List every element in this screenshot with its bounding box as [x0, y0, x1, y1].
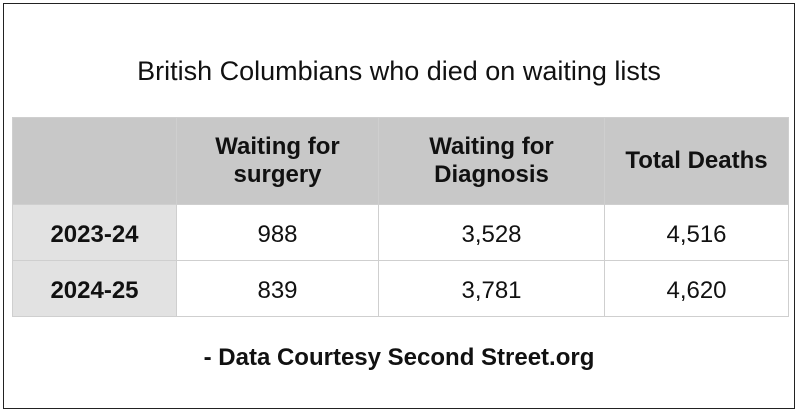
table-cell: 988 — [176, 204, 379, 261]
column-header: Waiting for surgery — [176, 117, 379, 205]
footer: - Data Courtesy Second Street.org — [203, 344, 595, 371]
table: Waiting for surgery Waiting for Diagnosis… — [12, 117, 789, 317]
frame: British Columbians who died on waiting l… — [3, 3, 795, 409]
table-cell: 4,516 — [604, 204, 789, 261]
column-header: Total Deaths — [604, 117, 789, 205]
table-cell: 3,781 — [378, 260, 605, 317]
column-header: Waiting for Diagnosis — [378, 117, 605, 205]
header-row: Waiting for surgery Waiting for Diagnosis… — [12, 117, 789, 205]
table-cell: 839 — [176, 260, 379, 317]
table-cell: 4,620 — [604, 260, 789, 317]
table-header: Waiting for surgery Waiting for Diagnosis… — [12, 117, 789, 205]
corner-cell — [12, 117, 177, 205]
row-header: 2023-24 — [12, 204, 177, 261]
table-row: 2023-24 988 3,528 4,516 — [12, 204, 789, 261]
row-header: 2024-25 — [12, 260, 177, 317]
table-row: 2024-25 839 3,781 4,620 — [12, 260, 789, 317]
title: British Columbians who died on waiting l… — [137, 56, 661, 86]
table-body: 2023-24 988 3,528 4,516 2024-25 839 3,781 4,620 — [12, 204, 789, 317]
table-cell: 3,528 — [378, 204, 605, 261]
